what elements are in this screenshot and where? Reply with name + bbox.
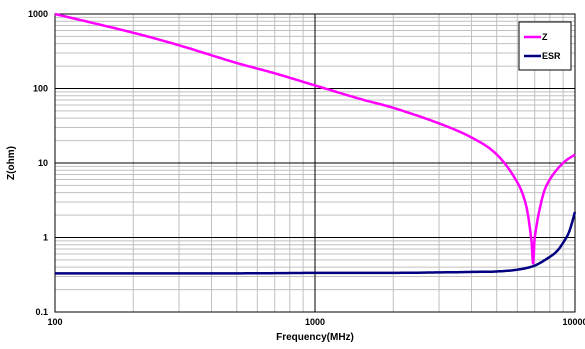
x-tick-label: 100 (47, 317, 62, 327)
series-line-z (54, 12, 576, 265)
legend-label-esr: ESR (542, 51, 561, 61)
y-tick-label: 1 (43, 233, 48, 243)
series-layer (54, 12, 577, 275)
y-tick-label: 1000 (28, 9, 48, 19)
legend-box (518, 21, 572, 71)
plot-frame (54, 13, 576, 313)
y-tick-label: 10 (38, 158, 48, 168)
x-tick-label: 10000 (562, 317, 585, 327)
y-tick-label: 100 (33, 84, 48, 94)
x-tick-labels: 100 1000 10000 (47, 317, 585, 327)
legend: Z ESR (518, 21, 572, 71)
y-axis-label: Z(ohm) (6, 146, 17, 180)
x-tick-label: 1000 (305, 317, 325, 327)
x-axis-label: Frequency(MHz) (276, 332, 354, 343)
y-tick-label: 0.1 (35, 307, 48, 317)
legend-label-z: Z (542, 32, 548, 42)
y-tick-labels: 1000 100 10 1 0.1 (28, 9, 48, 317)
series-line-esr (55, 211, 577, 275)
